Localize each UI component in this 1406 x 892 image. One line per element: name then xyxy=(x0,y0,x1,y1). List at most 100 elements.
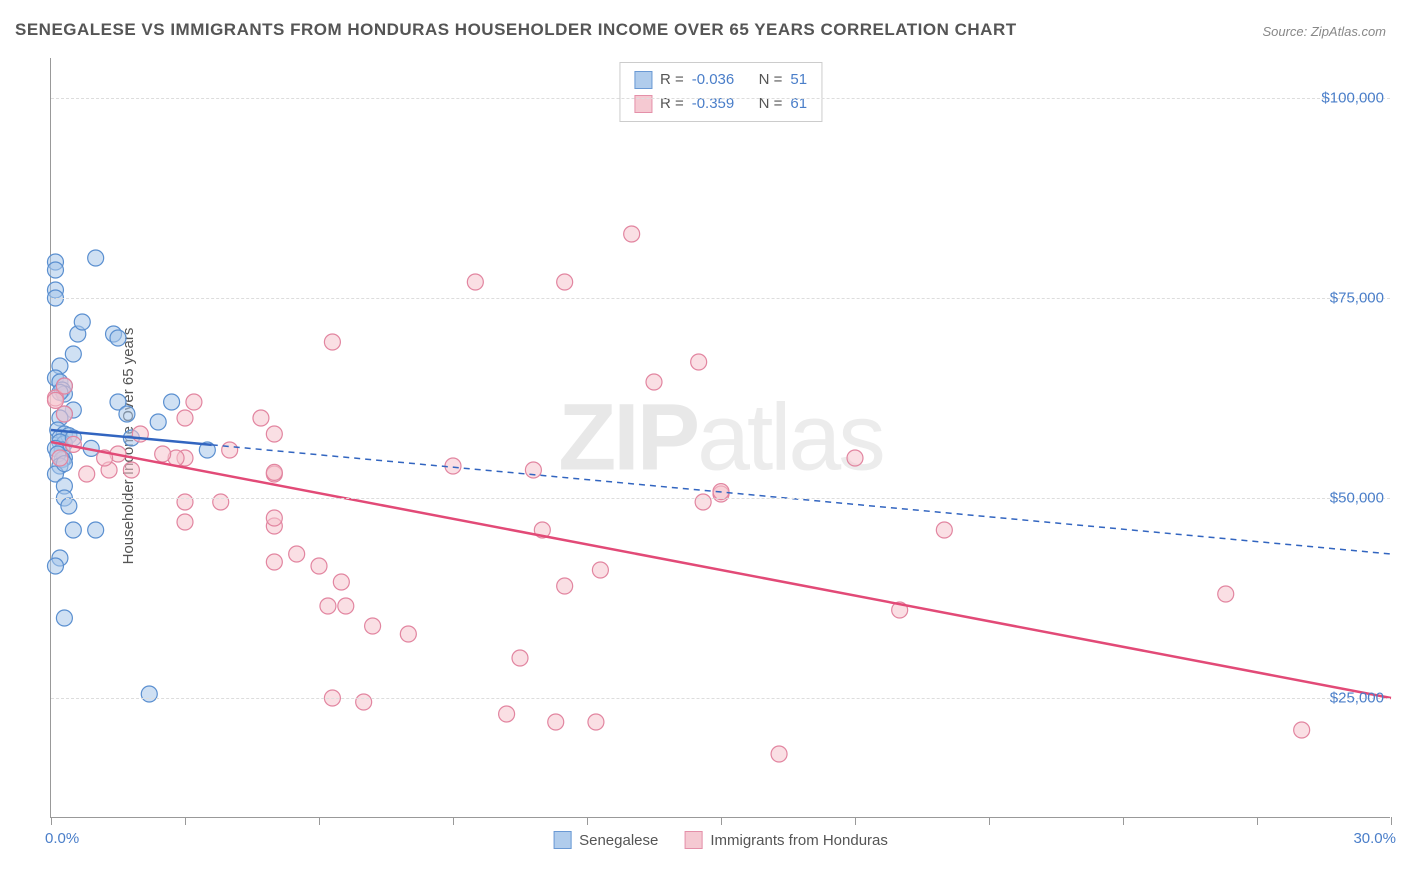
data-point xyxy=(47,392,63,408)
chart-title: SENEGALESE VS IMMIGRANTS FROM HONDURAS H… xyxy=(15,20,1017,40)
data-point xyxy=(499,706,515,722)
x-tick xyxy=(51,817,52,825)
data-point xyxy=(266,426,282,442)
legend-item-series1: Senegalese xyxy=(553,831,658,849)
legend-label-2: Immigrants from Honduras xyxy=(710,832,888,849)
x-axis-max-label: 30.0% xyxy=(1353,830,1396,847)
data-point xyxy=(177,514,193,530)
x-tick xyxy=(855,817,856,825)
data-point xyxy=(512,650,528,666)
data-point xyxy=(222,442,238,458)
data-point xyxy=(65,346,81,362)
r-value-2: -0.359 xyxy=(692,92,735,116)
data-point xyxy=(1294,722,1310,738)
data-point xyxy=(74,314,90,330)
data-point xyxy=(324,334,340,350)
data-point xyxy=(695,494,711,510)
data-point xyxy=(646,374,662,390)
n-value-1: 51 xyxy=(790,68,807,92)
x-tick xyxy=(1257,817,1258,825)
data-point xyxy=(847,450,863,466)
data-point xyxy=(557,274,573,290)
n-value-2: 61 xyxy=(790,92,807,116)
data-point xyxy=(771,746,787,762)
n-label: N = xyxy=(759,68,783,92)
y-tick-label: $50,000 xyxy=(1330,490,1384,507)
legend-swatch-1 xyxy=(553,831,571,849)
x-tick xyxy=(185,817,186,825)
legend-label-1: Senegalese xyxy=(579,832,658,849)
data-point xyxy=(1218,586,1234,602)
data-point xyxy=(400,626,416,642)
r-label: R = xyxy=(660,92,684,116)
data-point xyxy=(47,262,63,278)
data-point xyxy=(320,598,336,614)
data-point xyxy=(253,410,269,426)
data-point xyxy=(186,394,202,410)
x-tick xyxy=(319,817,320,825)
data-point xyxy=(52,450,68,466)
gridline xyxy=(51,98,1390,99)
legend-item-series2: Immigrants from Honduras xyxy=(684,831,888,849)
data-point xyxy=(588,714,604,730)
x-tick xyxy=(453,817,454,825)
swatch-series1 xyxy=(634,71,652,89)
r-label: R = xyxy=(660,68,684,92)
data-point xyxy=(289,546,305,562)
data-point xyxy=(56,406,72,422)
data-point xyxy=(56,378,72,394)
gridline xyxy=(51,498,1390,499)
gridline xyxy=(51,298,1390,299)
data-point xyxy=(164,394,180,410)
data-point xyxy=(61,498,77,514)
y-tick-label: $25,000 xyxy=(1330,690,1384,707)
data-point xyxy=(123,462,139,478)
data-point xyxy=(266,510,282,526)
data-point xyxy=(141,686,157,702)
data-point xyxy=(691,354,707,370)
x-tick xyxy=(989,817,990,825)
stats-row-series2: R = -0.359 N = 61 xyxy=(634,92,807,116)
chart-legend: Senegalese Immigrants from Honduras xyxy=(553,831,888,849)
data-point xyxy=(266,554,282,570)
x-tick xyxy=(721,817,722,825)
data-point xyxy=(150,414,166,430)
data-point xyxy=(213,494,229,510)
x-tick xyxy=(1391,817,1392,825)
x-tick xyxy=(1123,817,1124,825)
n-label: N = xyxy=(759,92,783,116)
data-point xyxy=(88,250,104,266)
data-point xyxy=(110,330,126,346)
data-point xyxy=(525,462,541,478)
data-point xyxy=(557,578,573,594)
data-point xyxy=(311,558,327,574)
data-point xyxy=(177,494,193,510)
chart-plot-area: ZIPatlas R = -0.036 N = 51 R = -0.359 N … xyxy=(50,58,1390,818)
r-value-1: -0.036 xyxy=(692,68,735,92)
data-point xyxy=(333,574,349,590)
gridline xyxy=(51,698,1390,699)
x-axis-min-label: 0.0% xyxy=(45,830,79,847)
source-attribution: Source: ZipAtlas.com xyxy=(1262,24,1386,39)
data-point xyxy=(119,406,135,422)
x-tick xyxy=(587,817,588,825)
data-point xyxy=(365,618,381,634)
data-point xyxy=(356,694,372,710)
legend-swatch-2 xyxy=(684,831,702,849)
data-point xyxy=(56,610,72,626)
data-point xyxy=(624,226,640,242)
correlation-stats-box: R = -0.036 N = 51 R = -0.359 N = 61 xyxy=(619,62,822,122)
data-point xyxy=(155,446,171,462)
data-point xyxy=(65,522,81,538)
data-point xyxy=(47,558,63,574)
y-tick-label: $100,000 xyxy=(1321,90,1384,107)
scatter-svg xyxy=(51,58,1390,817)
data-point xyxy=(266,464,282,480)
data-point xyxy=(936,522,952,538)
data-point xyxy=(548,714,564,730)
data-point xyxy=(88,522,104,538)
trend-line xyxy=(51,442,1391,698)
data-point xyxy=(467,274,483,290)
stats-row-series1: R = -0.036 N = 51 xyxy=(634,68,807,92)
data-point xyxy=(338,598,354,614)
